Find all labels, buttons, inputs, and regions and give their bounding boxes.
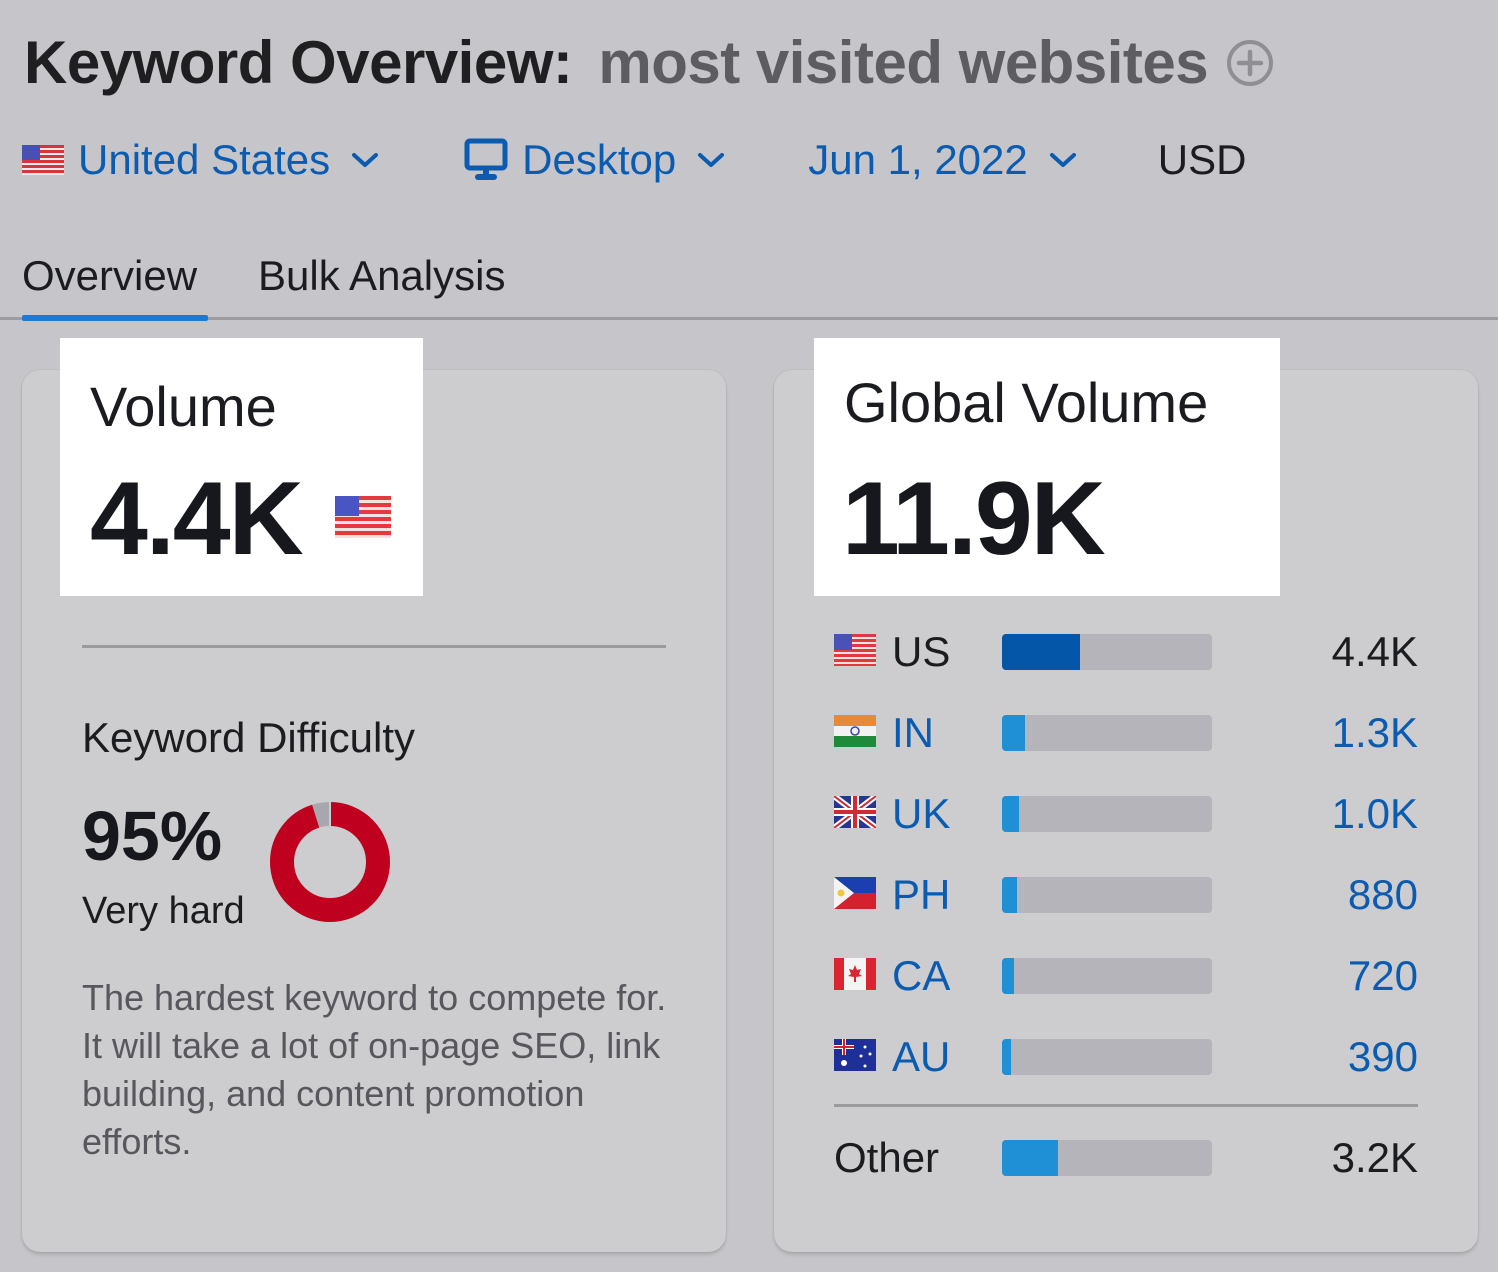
volume-label: Volume — [90, 375, 277, 438]
us-flag-icon — [834, 634, 876, 666]
filter-bar: United States Desktop Jun 1, 2022 USD — [22, 132, 1246, 188]
india-flag-icon — [834, 715, 876, 747]
us-flag-icon — [22, 145, 64, 175]
country-code: IN — [892, 709, 934, 756]
philippines-flag-icon — [834, 877, 876, 909]
difficulty-donut-chart — [270, 802, 390, 922]
country-dropdown[interactable]: United States — [22, 136, 380, 184]
keyword-difficulty-level: Very hard — [82, 890, 245, 932]
volume-bar — [1002, 715, 1212, 751]
country-code: US — [892, 628, 951, 675]
country-volume: 4.4K — [1331, 628, 1418, 675]
volume-bar-fill — [1002, 1039, 1011, 1075]
country-row-uk[interactable]: UK 1.0K — [834, 784, 1418, 844]
keyword-difficulty-description: The hardest keyword to compete for. It w… — [82, 977, 667, 1162]
chevron-down-icon — [352, 153, 379, 167]
title-prefix: Keyword Overview: — [24, 29, 573, 96]
volume-bar — [1002, 1039, 1212, 1075]
keyword-difficulty-label: Keyword Difficulty — [82, 714, 416, 761]
volume-bar — [1002, 958, 1212, 994]
australia-flag-icon — [834, 1039, 876, 1071]
device-label: Desktop — [522, 136, 677, 183]
uk-flag-icon — [834, 796, 876, 828]
volume-bar-fill — [1002, 877, 1017, 913]
plus-circle-icon[interactable] — [1226, 39, 1274, 87]
country-volume[interactable]: 390 — [1347, 1033, 1418, 1080]
volume-value: 4.4K — [90, 461, 304, 577]
country-volume[interactable]: 880 — [1347, 871, 1418, 918]
volume-bar — [1002, 634, 1212, 670]
volume-highlight: Volume 4.4K — [60, 338, 423, 596]
date-label: Jun 1, 2022 — [808, 136, 1028, 183]
chevron-down-icon — [698, 153, 725, 167]
volume-bar-fill — [1002, 958, 1014, 994]
tab-bulk-analysis[interactable]: Bulk Analysis — [258, 252, 506, 299]
country-row-in[interactable]: IN 1.3K — [834, 703, 1418, 763]
volume-bar-fill — [1002, 1140, 1058, 1176]
volume-bar-fill — [1002, 796, 1019, 832]
date-dropdown[interactable]: Jun 1, 2022 — [808, 136, 1078, 184]
tab-bar: Overview Bulk Analysis — [0, 248, 1498, 321]
chevron-down-icon — [1049, 153, 1076, 167]
desktop-monitor-icon — [464, 138, 508, 180]
country-code: PH — [892, 871, 951, 918]
volume-bar — [1002, 796, 1212, 832]
tab-overview[interactable]: Overview — [22, 252, 208, 321]
keyword-difficulty-value: 95% — [82, 797, 223, 875]
country-code: UK — [892, 790, 951, 837]
divider — [82, 645, 666, 648]
country-code: CA — [892, 952, 951, 999]
country-row-ph[interactable]: PH 880 — [834, 865, 1418, 925]
volume-bar-fill — [1002, 634, 1080, 670]
page-title: Keyword Overview: most visited websites — [24, 28, 1274, 97]
us-flag-icon — [335, 496, 391, 538]
country-row-ca[interactable]: CA 720 — [834, 946, 1418, 1006]
volume-bar — [1002, 877, 1212, 913]
device-dropdown[interactable]: Desktop — [464, 136, 726, 184]
country-code: AU — [892, 1033, 951, 1080]
country-row-other: Other 3.2K — [834, 1128, 1418, 1188]
volume-bar-fill — [1002, 715, 1025, 751]
canada-flag-icon — [834, 958, 876, 990]
global-volume-highlight: Global Volume 11.9K — [814, 338, 1280, 596]
keyword-text: most visited websites — [598, 29, 1209, 96]
other-label: Other — [834, 1134, 940, 1181]
country-volume[interactable]: 1.0K — [1331, 790, 1418, 837]
global-volume-label: Global Volume — [844, 371, 1209, 434]
volume-bar — [1002, 1140, 1212, 1176]
country-label: United States — [78, 136, 331, 183]
country-volume[interactable]: 1.3K — [1331, 709, 1418, 756]
currency-label: USD — [1157, 136, 1247, 183]
country-row-au[interactable]: AU 390 — [834, 1027, 1418, 1087]
other-volume: 3.2K — [1331, 1134, 1418, 1181]
country-volume[interactable]: 720 — [1347, 952, 1418, 999]
country-row-us[interactable]: US 4.4K — [834, 622, 1418, 682]
divider — [834, 1104, 1418, 1107]
global-volume-value: 11.9K — [842, 461, 1106, 577]
